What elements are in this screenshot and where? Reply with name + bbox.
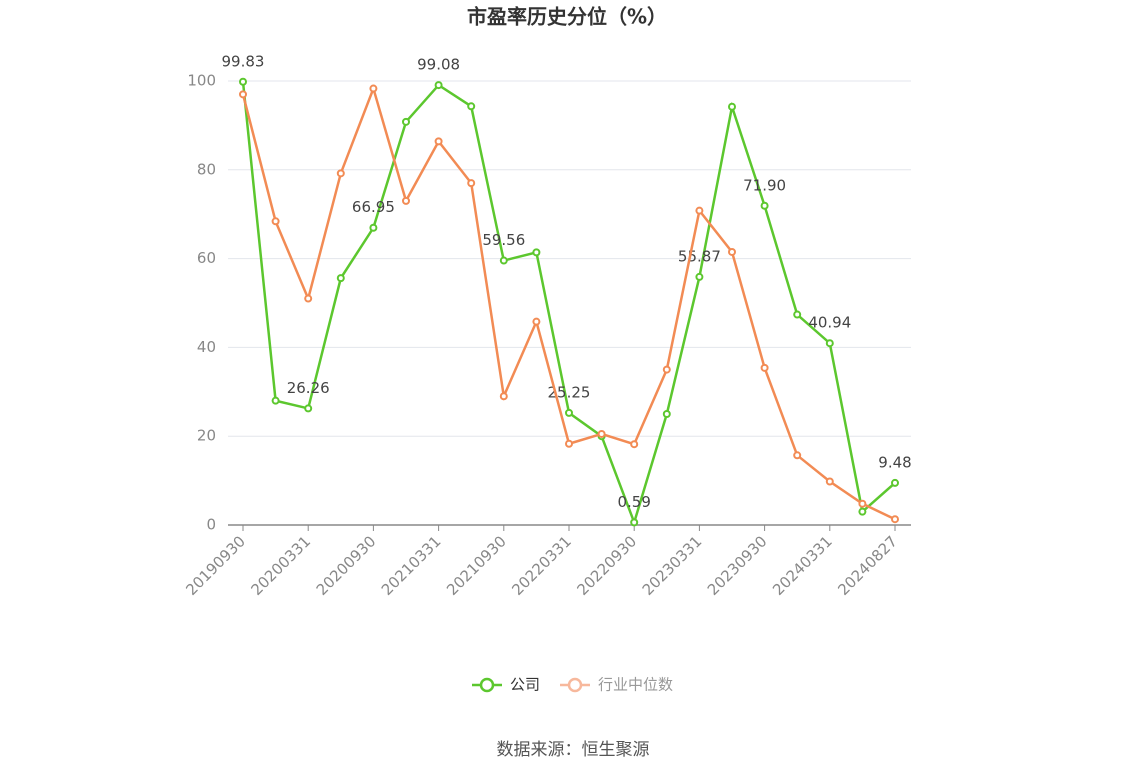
data-point <box>597 429 606 438</box>
x-tick-label: 20220331 <box>508 532 575 599</box>
data-label: 99.83 <box>222 52 265 70</box>
data-point <box>499 392 508 401</box>
data-point <box>532 248 541 257</box>
data-point <box>662 365 671 374</box>
y-tick-label: 80 <box>197 160 216 178</box>
data-point <box>793 310 802 319</box>
data-point <box>728 247 736 256</box>
data-point <box>402 196 410 205</box>
data-point <box>271 217 280 226</box>
data-point <box>369 84 378 93</box>
y-tick-label: 40 <box>197 338 216 356</box>
y-tick-label: 20 <box>197 427 216 445</box>
legend-label: 公司 <box>510 676 540 694</box>
data-point <box>304 294 313 303</box>
x-tick-label: 20230331 <box>639 532 706 599</box>
data-point <box>402 117 410 126</box>
data-point <box>565 439 573 448</box>
data-label: 66.95 <box>352 198 395 216</box>
data-point <box>630 440 639 449</box>
data-label: 9.48 <box>878 453 911 471</box>
chart-title: 市盈率历史分位（%） <box>467 5 667 29</box>
data-point <box>434 81 443 90</box>
x-tick-label: 20210930 <box>443 532 510 599</box>
legend-marker <box>567 677 583 693</box>
data-point <box>271 396 280 405</box>
data-point <box>858 507 867 516</box>
data-point <box>891 515 899 524</box>
data-label: 25.25 <box>548 383 591 401</box>
data-point <box>336 169 345 178</box>
data-point <box>695 272 704 281</box>
data-point <box>728 102 736 111</box>
data-label: 55.87 <box>678 247 721 265</box>
data-point <box>532 317 541 326</box>
data-point <box>467 102 476 111</box>
data-point <box>760 201 769 210</box>
data-point <box>825 477 834 486</box>
data-label: 26.26 <box>287 379 330 397</box>
x-tick-label: 20240331 <box>769 532 836 599</box>
data-label: 99.08 <box>417 56 460 74</box>
source-note: 数据来源：恒生聚源 <box>497 740 650 760</box>
data-label: 40.94 <box>808 314 851 332</box>
data-point <box>760 363 769 372</box>
x-tick-label: 20190930 <box>182 532 249 599</box>
data-point <box>662 410 671 418</box>
x-tick-label: 20210331 <box>378 532 445 599</box>
data-point <box>565 408 573 417</box>
data-point <box>793 451 802 460</box>
data-point <box>304 404 313 413</box>
data-point <box>891 478 899 487</box>
data-point <box>336 274 345 283</box>
legend-marker <box>479 677 495 693</box>
y-tick-label: 100 <box>187 72 216 90</box>
data-point <box>239 90 247 99</box>
data-point <box>858 499 867 508</box>
x-tick-label: 20200930 <box>313 532 380 599</box>
x-tick-label: 20240827 <box>834 532 901 599</box>
y-tick-label: 60 <box>197 249 216 267</box>
data-point <box>825 339 834 348</box>
x-tick-label: 20220930 <box>573 532 640 599</box>
data-label: 59.56 <box>482 231 525 249</box>
legend-label: 行业中位数 <box>598 676 673 694</box>
data-point <box>695 206 704 215</box>
x-tick-label: 20200331 <box>247 532 314 599</box>
x-tick-label: 20230930 <box>704 532 771 599</box>
data-point <box>239 77 247 86</box>
data-point <box>467 179 476 188</box>
data-point <box>369 223 378 232</box>
data-label: 71.90 <box>743 176 786 194</box>
data-point <box>630 518 639 527</box>
data-point <box>434 137 443 146</box>
y-tick-label: 0 <box>206 516 216 534</box>
data-label: 0.59 <box>617 493 650 511</box>
data-point <box>499 256 508 265</box>
